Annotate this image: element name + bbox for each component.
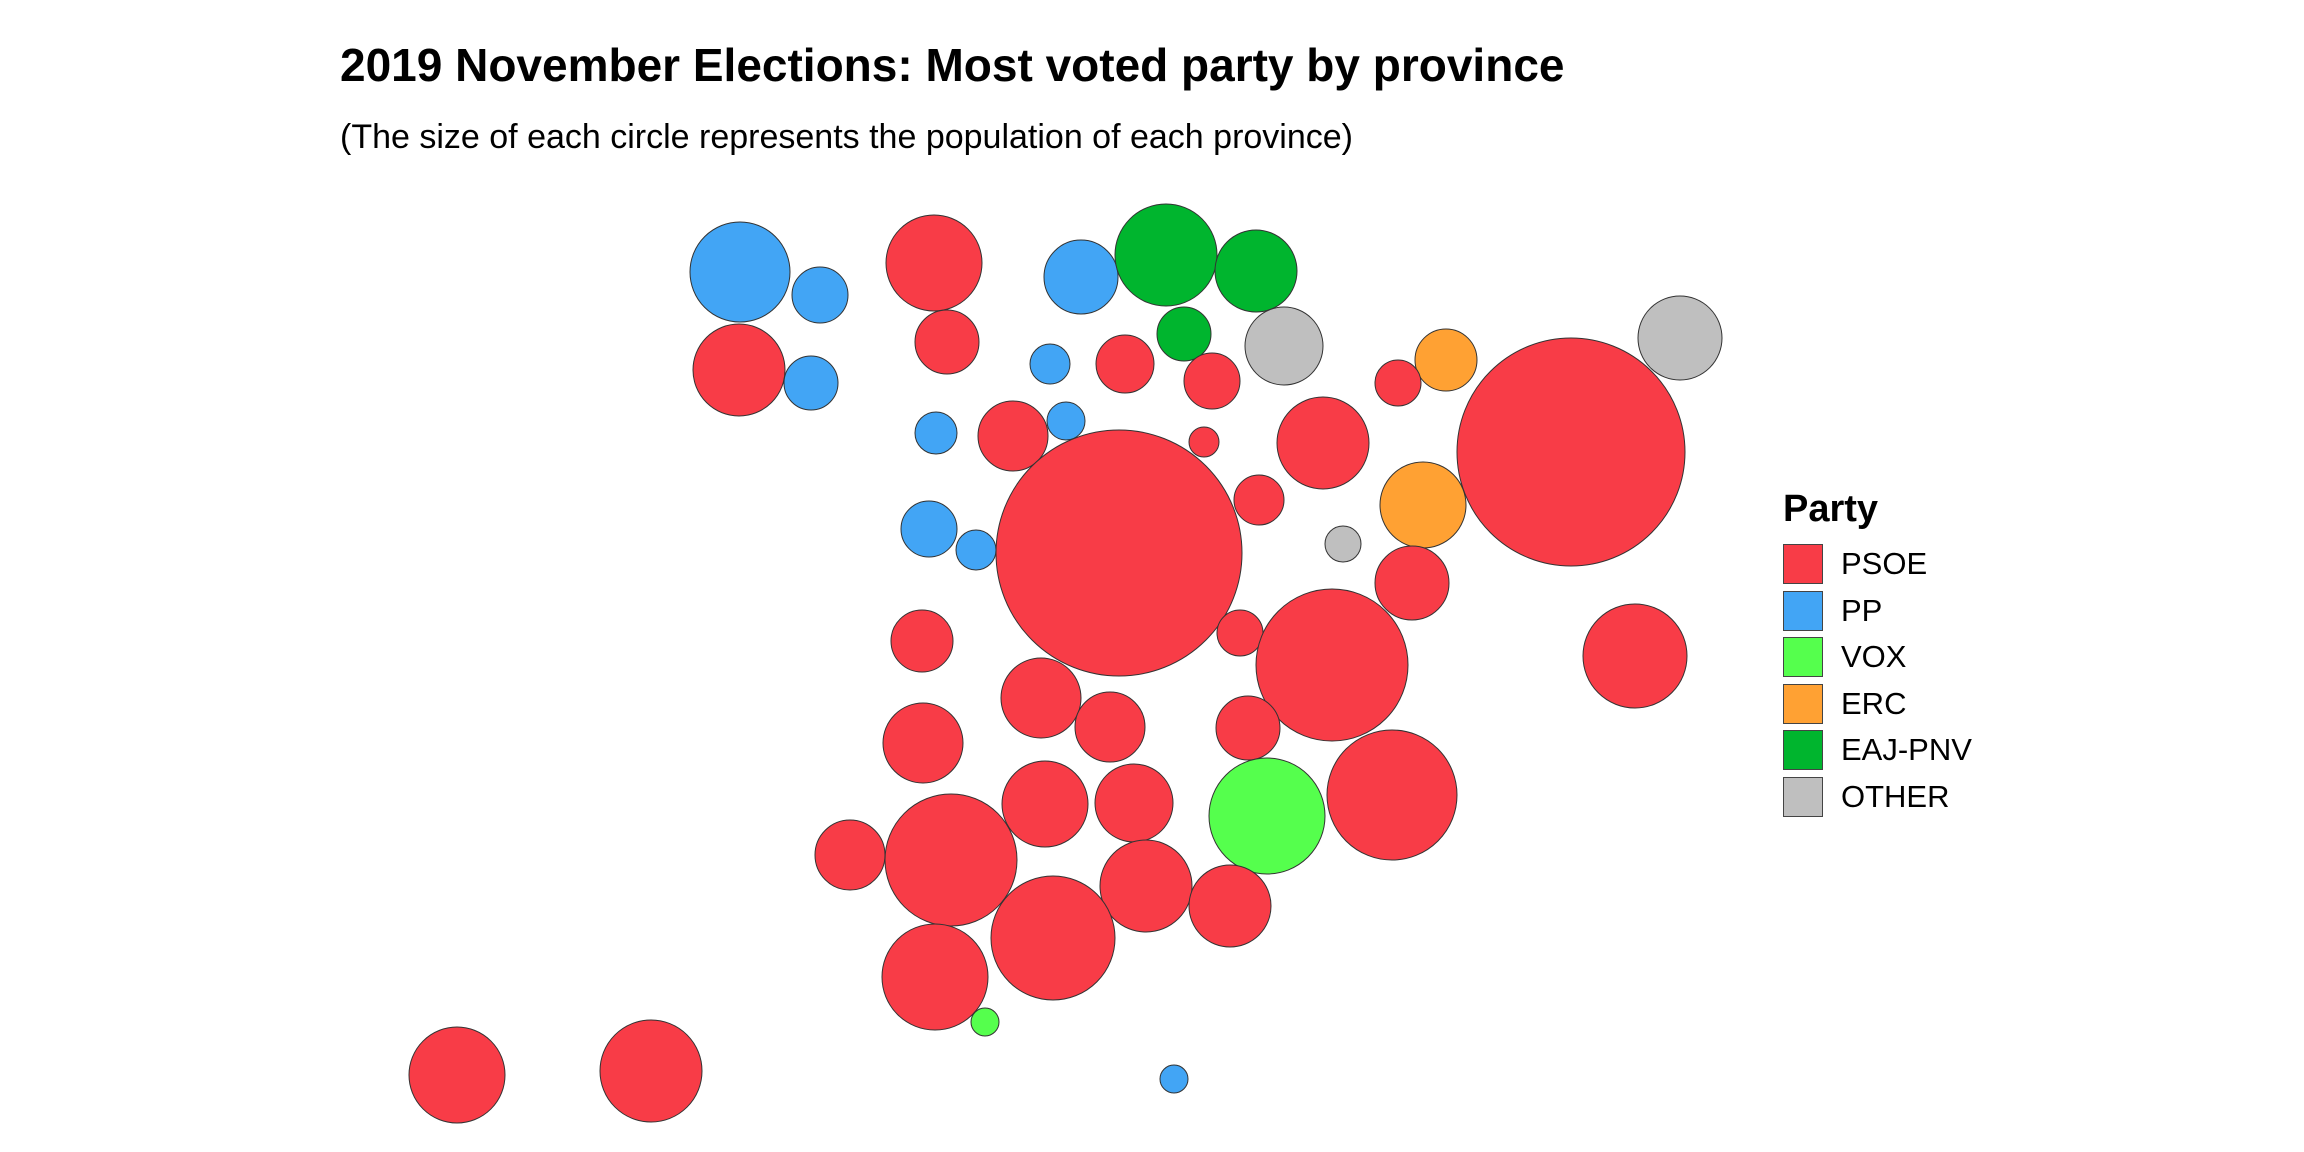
bubble-psoe-39 [1001, 760, 1089, 848]
bubble-psoe-33 [1255, 588, 1409, 742]
legend-label-other: OTHER [1841, 778, 1950, 814]
bubble-psoe-44 [1099, 839, 1193, 933]
bubble-psoe-47 [881, 923, 989, 1031]
bubble-other-10 [1244, 306, 1324, 386]
bubble-vox-41 [1208, 757, 1326, 875]
bubble-psoe-36 [1215, 695, 1281, 761]
bubble-psoe-2 [692, 323, 786, 417]
chart-title: 2019 November Elections: Most voted part… [340, 39, 1565, 91]
legend-item-erc: ERC [1783, 681, 1972, 728]
legend-item-pp: PP [1783, 588, 1972, 635]
bubble-psoe-51 [599, 1019, 703, 1123]
bubble-other-11 [1637, 295, 1723, 381]
bubble-psoe-5 [914, 309, 980, 375]
legend-key-eaj-pnv [1783, 730, 1823, 771]
legend-label-pp: PP [1841, 592, 1883, 628]
bubble-psoe-4 [885, 214, 983, 312]
bubble-pp-0 [689, 221, 791, 323]
legend-key-pp [1783, 590, 1823, 631]
bubble-psoe-29 [1374, 545, 1450, 621]
legend-label-psoe: PSOE [1841, 546, 1928, 582]
bubble-psoe-30 [1582, 603, 1688, 709]
bubble-psoe-19 [977, 400, 1049, 472]
legend-key-erc [1783, 683, 1823, 724]
bubble-psoe-35 [1074, 691, 1146, 763]
legend-item-vox: VOX [1783, 634, 1972, 681]
legend-item-other: OTHER [1783, 774, 1972, 821]
legend-item-psoe: PSOE [1783, 541, 1972, 588]
bubble-psoe-22 [1456, 337, 1686, 567]
bubble-erc-23 [1379, 461, 1467, 549]
bubble-other-28 [1324, 525, 1362, 563]
legend-key-psoe [1783, 544, 1823, 585]
bubble-pp-49 [1159, 1064, 1189, 1094]
bubble-pp-17 [914, 411, 958, 455]
legend-item-eaj-pnv: EAJ-PNV [1783, 727, 1972, 774]
bubble-psoe-50 [408, 1026, 506, 1124]
bubble-pp-1 [791, 266, 849, 324]
legend-label-eaj-pnv: EAJ-PNV [1841, 732, 1972, 768]
bubble-pp-3 [783, 355, 839, 411]
bubble-psoe-37 [882, 702, 964, 784]
legend: Party PSOE PP VOX ERC EAJ-PNV OTHER [1783, 488, 1972, 820]
bubble-vox-48 [970, 1007, 1000, 1037]
bubble-psoe-20 [1188, 426, 1220, 458]
bubble-psoe-16 [1183, 352, 1241, 410]
bubble-pp-26 [955, 529, 997, 571]
bubble-psoe-13 [1374, 359, 1422, 407]
bubble-psoe-15 [1095, 334, 1155, 394]
legend-label-erc: ERC [1841, 685, 1907, 721]
bubble-psoe-40 [1094, 763, 1174, 843]
bubble-pp-18 [1046, 401, 1086, 441]
bubble-psoe-42 [814, 819, 886, 891]
legend-label-vox: VOX [1841, 639, 1907, 675]
bubble-eaj-pnv-7 [1114, 203, 1218, 307]
legend-key-other [1783, 776, 1823, 817]
bubble-psoe-38 [1326, 729, 1458, 861]
legend-title: Party [1783, 488, 1879, 530]
bubble-psoe-32 [1216, 609, 1264, 657]
bubble-psoe-43 [884, 793, 1018, 927]
chart-subtitle: (The size of each circle represents the … [340, 118, 1353, 156]
bubble-psoe-31 [890, 609, 954, 673]
bubble-pp-14 [1029, 343, 1071, 385]
bubble-psoe-24 [1233, 474, 1285, 526]
bubble-psoe-34 [1000, 657, 1082, 739]
bubble-eaj-pnv-9 [1156, 306, 1212, 362]
bubble-psoe-45 [1188, 864, 1272, 948]
bubble-psoe-21 [1276, 396, 1370, 490]
bubble-pp-6 [1043, 239, 1119, 315]
bubble-pp-25 [900, 500, 958, 558]
bubble-erc-12 [1414, 328, 1478, 392]
legend-key-vox [1783, 637, 1823, 678]
bubble-psoe-46 [990, 875, 1116, 1001]
bubble-eaj-pnv-8 [1214, 229, 1298, 313]
bubble-psoe-27 [995, 429, 1243, 677]
